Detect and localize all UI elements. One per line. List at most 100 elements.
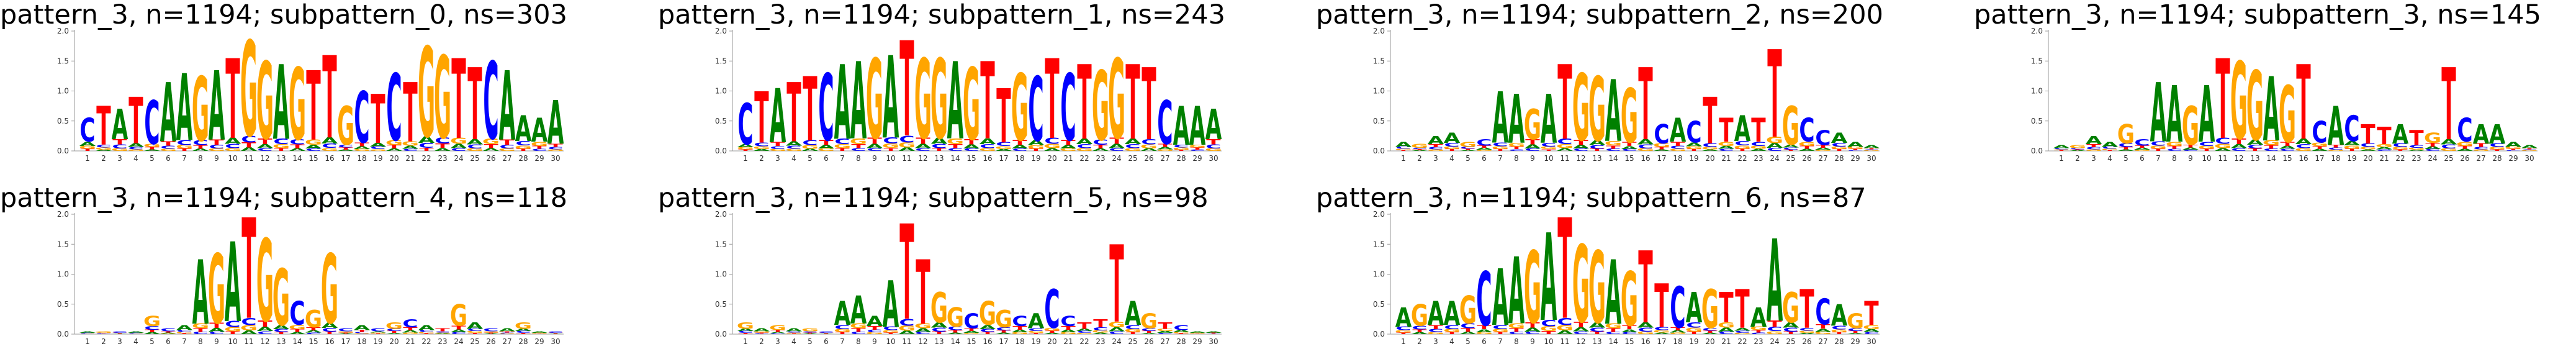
x-tick-label: 4 — [791, 337, 796, 346]
logo-letter-T: T — [484, 332, 498, 334]
logo-letter-T: T — [754, 332, 769, 334]
logo-letter-A: A — [980, 137, 996, 147]
logo-letter-T: T — [1703, 330, 1718, 333]
logo-letter-T: T — [1687, 331, 1701, 335]
logo-letter-G: G — [1395, 329, 1412, 333]
logo-letter-T: T — [112, 138, 127, 147]
logo-letter-A: A — [515, 328, 532, 332]
logo-letter-C: C — [737, 330, 753, 334]
logo-panel-2: pattern_3, n=1194; subpattern_2, ns=200 0… — [1316, 0, 1883, 165]
logo-letter-T: T — [306, 52, 320, 163]
logo-letter-A: A — [1044, 147, 1061, 152]
logo-letter-T: T — [209, 322, 224, 330]
logo-letter-A: A — [289, 148, 306, 152]
x-tick-label: 6 — [1482, 337, 1487, 346]
logo-letter-A: A — [2199, 70, 2215, 160]
logo-letter-C: C — [2473, 146, 2488, 150]
logo-letter-G: G — [256, 216, 274, 347]
logo-letter-G: G — [2456, 140, 2474, 147]
logo-letter-T: T — [1093, 143, 1107, 150]
logo-letter-G: G — [1718, 140, 1735, 147]
logo-letter-T: T — [2425, 142, 2439, 147]
logo-letter-T: T — [1751, 112, 1765, 150]
x-tick-label: 23 — [2412, 154, 2421, 163]
logo-letter-C: C — [515, 140, 531, 147]
logo-letter-T: T — [145, 329, 160, 334]
logo-letter-T: T — [2344, 148, 2359, 152]
logo-letter-G: G — [785, 332, 803, 334]
logo-letter-A: A — [1189, 330, 1206, 333]
logo-letter-A: A — [338, 149, 354, 152]
logo-letter-A: A — [1573, 326, 1590, 333]
logo-letter-A: A — [786, 327, 803, 333]
y-tick-label: 2.0 — [57, 210, 69, 219]
logo-letter-G: G — [1205, 148, 1222, 152]
logo-letter-C: C — [1847, 150, 1863, 151]
logo-letter-T: T — [2086, 143, 2101, 148]
x-tick-label: 13 — [934, 337, 943, 346]
logo-letter-C: C — [1670, 276, 1685, 342]
logo-panel-6: pattern_3, n=1194; subpattern_6, ns=87 0.… — [1316, 183, 1880, 351]
logo-letter-A: A — [2053, 144, 2071, 150]
logo-letter-T: T — [899, 197, 914, 350]
logo-letter-G: G — [1156, 328, 1174, 332]
logo-letter-A: A — [209, 52, 225, 163]
logo-letter-T: T — [2102, 150, 2117, 151]
logo-letter-G: G — [192, 322, 209, 330]
logo-letter-G: G — [482, 331, 500, 333]
logo-letter-A: A — [144, 332, 161, 335]
logo-letter-T: T — [980, 332, 995, 335]
logo-letter-G: G — [482, 137, 500, 147]
logo-letter-C: C — [786, 145, 801, 150]
logo-letter-C: C — [915, 331, 930, 335]
y-tick-label: 1.5 — [715, 240, 727, 248]
logo-letter-T: T — [1670, 327, 1685, 332]
x-tick-label: 6 — [824, 154, 829, 163]
logo-letter-C: C — [1557, 316, 1572, 328]
logo-letter-A: A — [322, 322, 338, 330]
x-tick-label: 30 — [1209, 154, 1218, 163]
logo-letter-A: A — [2344, 140, 2361, 147]
logo-letter-G: G — [1831, 146, 1848, 150]
logo-letter-C: C — [402, 148, 418, 152]
logo-letter-A: A — [2489, 119, 2506, 150]
logo-letter-A: A — [850, 41, 867, 164]
logo-letter-A: A — [1589, 139, 1606, 147]
logo-letter-G: G — [192, 60, 209, 162]
logo-letter-C: C — [1815, 126, 1831, 150]
logo-letter-G: G — [1459, 288, 1477, 333]
logo-letter-C: C — [225, 320, 240, 329]
logo-letter-A: A — [947, 332, 964, 335]
logo-letter-G: G — [1621, 256, 1638, 343]
logo-letter-G: G — [1395, 148, 1412, 151]
x-tick-label: 6 — [166, 337, 171, 346]
x-tick-label: 26 — [486, 337, 495, 346]
logo-letter-A: A — [128, 330, 145, 333]
x-tick-label: 1 — [743, 154, 748, 163]
x-tick-label: 7 — [840, 337, 845, 346]
logo-letter-C: C — [2489, 142, 2505, 148]
logo-letter-A: A — [2295, 137, 2312, 146]
logo-letter-G: G — [1605, 140, 1622, 147]
